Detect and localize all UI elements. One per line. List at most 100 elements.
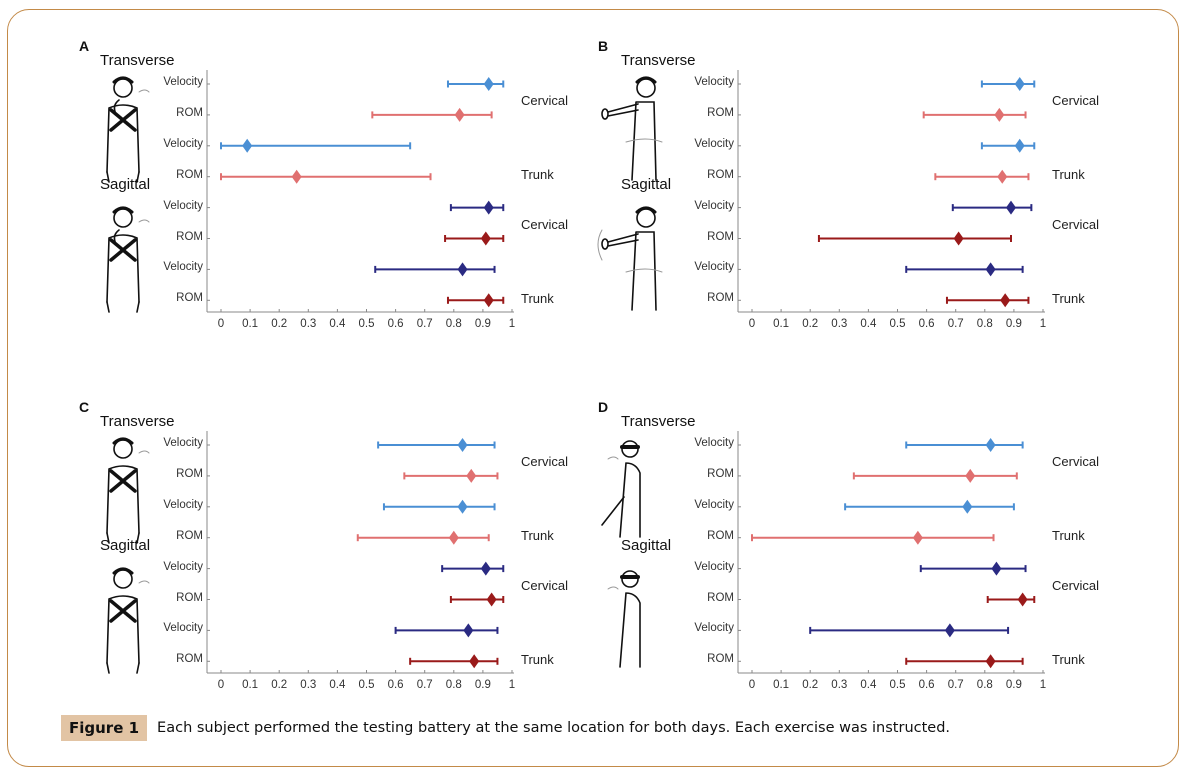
y-label-velocity: Velocity (694, 199, 734, 212)
x-tick-label: 0.9 (1005, 318, 1022, 330)
x-tick-label: 0.7 (947, 679, 964, 691)
y-label-rom: ROM (176, 591, 203, 604)
x-tick-label: 0.3 (831, 318, 848, 330)
x-tick-label: 0.1 (773, 679, 790, 691)
data-row-transverse-trunk-rom (220, 169, 432, 184)
y-label-rom: ROM (176, 467, 203, 480)
forest-plot (206, 431, 514, 674)
y-label-velocity: Velocity (163, 137, 203, 150)
x-tick-label: 0.2 (802, 318, 819, 330)
panel-c: C Transverse Sagittal 0 0.1 0.2 0.3 0.4 0.5 0.6 0.… (65, 397, 595, 727)
x-tick-label: 0.3 (300, 318, 317, 330)
y-label-rom: ROM (176, 230, 203, 243)
transverse-exercise-illustration (601, 76, 663, 181)
region-label-cervical: Cervical (521, 454, 568, 470)
forest-plot (737, 70, 1045, 313)
transverse-exercise-illustration (601, 440, 641, 538)
x-tick-label: 1 (1039, 679, 1047, 691)
point-estimate-diamond (242, 138, 253, 153)
data-row-sagittal-trunk-velocity (905, 262, 1024, 277)
data-row-transverse-cervical-velocity (446, 77, 505, 91)
data-row-sagittal-cervical-rom (986, 592, 1036, 607)
point-estimate-diamond (463, 623, 474, 638)
panel-d: D Transverse Sagittal 0 0.1 0.2 0.3 0.4 0.5 0.6 0.… (596, 397, 1126, 727)
data-row-sagittal-cervical-velocity (441, 561, 505, 576)
point-estimate-diamond (962, 499, 973, 514)
data-row-transverse-cervical-velocity (980, 77, 1036, 91)
plane-title-transverse: Transverse (621, 413, 696, 430)
y-label-velocity: Velocity (163, 261, 203, 274)
x-tick-label: 0.9 (1005, 679, 1022, 691)
point-estimate-diamond (1000, 293, 1011, 308)
x-tick-label: 0.8 (976, 318, 993, 330)
y-label-rom: ROM (176, 106, 203, 119)
plane-title-sagittal: Sagittal (621, 537, 672, 554)
point-estimate-diamond (965, 468, 976, 483)
data-row-transverse-trunk-rom (356, 530, 490, 545)
point-estimate-diamond (994, 107, 1005, 122)
caption-text: Each subject performed the testing batte… (157, 720, 951, 736)
y-label-rom: ROM (707, 230, 734, 243)
y-label-velocity: Velocity (163, 76, 203, 88)
region-label-trunk: Trunk (521, 528, 554, 544)
point-estimate-diamond (985, 438, 996, 452)
region-label-trunk: Trunk (521, 290, 554, 306)
x-tick-label: 0.8 (445, 679, 462, 691)
x-tick-label: 1 (508, 318, 516, 330)
point-estimate-diamond (457, 262, 468, 277)
point-estimate-diamond (457, 499, 468, 514)
x-tick-label: 0.1 (242, 318, 259, 330)
region-label-cervical: Cervical (1052, 217, 1099, 233)
point-estimate-diamond (985, 654, 996, 669)
y-label-rom: ROM (707, 168, 734, 181)
region-label-cervical: Cervical (1052, 454, 1099, 470)
data-row-transverse-cervical-velocity (905, 438, 1024, 452)
point-estimate-diamond (483, 200, 494, 215)
point-estimate-diamond (912, 530, 923, 545)
region-label-trunk: Trunk (1052, 651, 1085, 667)
point-estimate-diamond (985, 262, 996, 277)
region-label-trunk: Trunk (1052, 167, 1085, 183)
point-estimate-diamond (991, 561, 1002, 576)
data-row-transverse-trunk-velocity (844, 499, 1015, 514)
x-tick-label: 0.2 (271, 318, 288, 330)
plane-title-transverse: Transverse (621, 52, 696, 69)
x-tick-label: 0.1 (773, 318, 790, 330)
point-estimate-diamond (480, 231, 491, 246)
x-tick-label: 0.1 (242, 679, 259, 691)
x-tick-label: 0.2 (271, 679, 288, 691)
data-row-sagittal-trunk-velocity (374, 262, 496, 277)
x-tick-label: 0.9 (474, 679, 491, 691)
y-label-rom: ROM (176, 168, 203, 181)
point-estimate-diamond (1017, 592, 1028, 607)
y-label-velocity: Velocity (694, 261, 734, 274)
y-label-velocity: Velocity (163, 498, 203, 511)
x-tick-label: 0.6 (387, 679, 404, 691)
x-tick-label: 0.5 (358, 679, 375, 691)
x-tick-label: 0.4 (860, 318, 877, 330)
forest-plot (737, 431, 1045, 674)
sagittal-exercise-illustration (607, 570, 641, 668)
panel-letter: A (79, 38, 90, 54)
y-label-rom: ROM (176, 292, 203, 305)
x-tick-label: 1 (1039, 318, 1047, 330)
plane-title-sagittal: Sagittal (621, 176, 672, 193)
y-label-velocity: Velocity (163, 199, 203, 212)
data-row-transverse-trunk-velocity (382, 499, 496, 514)
point-estimate-diamond (953, 231, 964, 246)
region-label-cervical: Cervical (1052, 93, 1099, 109)
point-estimate-diamond (944, 623, 955, 638)
data-row-sagittal-trunk-rom (409, 654, 499, 669)
data-row-transverse-cervical-rom (852, 468, 1018, 483)
data-row-sagittal-cervical-rom (449, 592, 505, 607)
point-estimate-diamond (466, 468, 477, 483)
x-tick-label: 0.6 (387, 318, 404, 330)
x-tick-label: 0.3 (300, 679, 317, 691)
transverse-exercise-illustration (106, 437, 150, 544)
data-row-transverse-trunk-rom (751, 530, 995, 545)
point-estimate-diamond (469, 654, 480, 669)
data-row-sagittal-cervical-velocity (449, 200, 505, 215)
x-tick-label: 0.5 (358, 318, 375, 330)
region-label-trunk: Trunk (1052, 528, 1085, 544)
figure-frame (7, 9, 1179, 767)
